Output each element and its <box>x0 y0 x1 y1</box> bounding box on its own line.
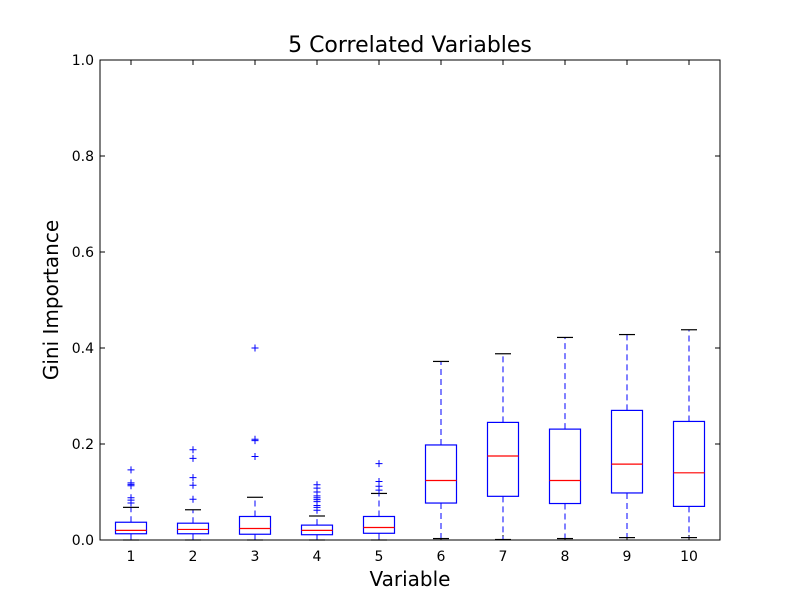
box-iqr <box>424 444 458 504</box>
flier-point <box>251 452 259 460</box>
flier-point <box>127 466 135 474</box>
axes-frame <box>99 59 721 541</box>
x-tick-label: 10 <box>680 549 698 565</box>
flier-point <box>189 446 197 454</box>
box-iqr <box>176 522 210 535</box>
flier-point <box>313 481 321 489</box>
x-tick-label: 2 <box>189 549 198 565</box>
box-iqr <box>672 420 706 508</box>
y-tick-label: 0.6 <box>72 245 94 261</box>
y-tick-label: 0.4 <box>72 341 94 357</box>
flier-point <box>127 479 135 487</box>
box-iqr <box>238 515 272 535</box>
box-iqr <box>486 421 520 497</box>
flier-point <box>251 435 259 443</box>
x-tick-label: 7 <box>499 549 508 565</box>
x-tick-label: 3 <box>251 549 260 565</box>
y-axis-label: Gini Importance <box>39 220 63 380</box>
y-tick-label: 1.0 <box>72 53 94 69</box>
flier-point <box>189 454 197 462</box>
flier-point <box>189 481 197 489</box>
y-tick-label: 0.8 <box>72 149 94 165</box>
x-tick-label: 6 <box>437 549 446 565</box>
x-tick-label: 1 <box>127 549 136 565</box>
flier-point <box>189 495 197 503</box>
plot-area: 0.0 0.2 0.4 0.6 0.8 1.0 1 2 3 4 5 6 7 8 9 10 <box>72 53 721 565</box>
flier-point <box>375 460 383 468</box>
flier-point <box>189 474 197 482</box>
y-tick-label: 0.0 <box>72 533 94 549</box>
x-tick-label: 5 <box>375 549 384 565</box>
x-axis-label: Variable <box>370 567 451 591</box>
flier-point <box>251 344 259 352</box>
x-tick-label: 9 <box>623 549 632 565</box>
flier-point <box>375 477 383 485</box>
x-tick-label: 8 <box>561 549 570 565</box>
box-iqr <box>114 521 148 535</box>
x-tick-label: 4 <box>313 549 322 565</box>
box-iqr <box>610 409 644 494</box>
box-iqr <box>362 515 396 534</box>
flier-point <box>127 494 135 502</box>
y-tick-label: 0.2 <box>72 437 94 453</box>
box-iqr <box>548 428 582 505</box>
chart-title: 5 Correlated Variables <box>288 33 532 58</box>
